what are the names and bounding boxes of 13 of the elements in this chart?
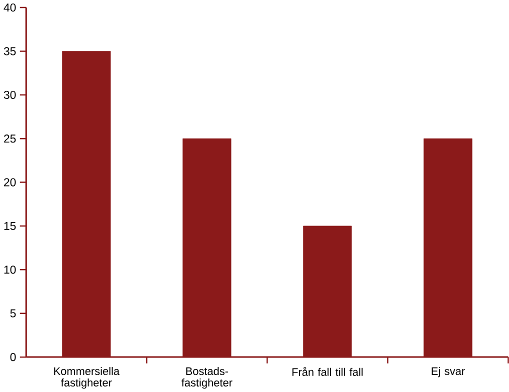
y-tick-label: 20 [4, 178, 16, 186]
x-tick-label: Ej svar [432, 366, 465, 378]
y-tick-label: 25 [4, 134, 16, 143]
y-tick-label: 10 [4, 266, 16, 274]
x-tick-label: Bostads-fastigheter [182, 366, 232, 389]
x-tick-label: Från fall till fall [292, 366, 363, 376]
y-tick-label: 5 [10, 309, 16, 318]
y-tick-label: 15 [4, 222, 16, 230]
x-tick-label: Kommersiella fastigheter [54, 366, 120, 389]
y-tick-label: 0 [10, 352, 16, 362]
y-tick-label: 40 [4, 3, 16, 12]
y-tick-label: 35 [4, 47, 16, 56]
y-tick-label: 30 [4, 90, 16, 99]
